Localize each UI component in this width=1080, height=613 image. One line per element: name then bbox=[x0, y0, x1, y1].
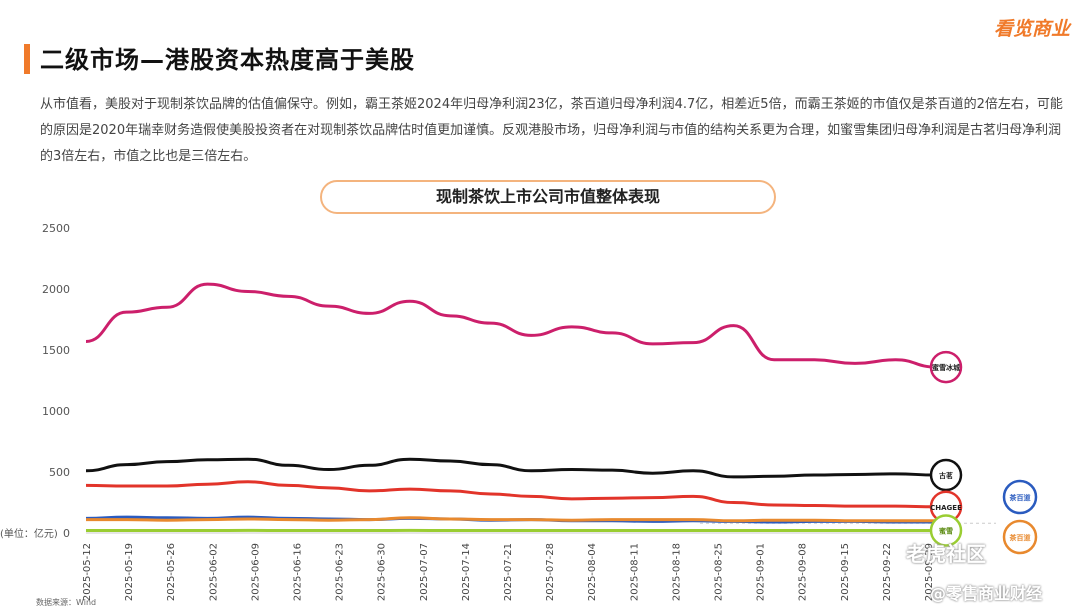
brand-logo: 看览商业 bbox=[993, 18, 1070, 40]
x-tick-label: 2025-09-15 bbox=[840, 543, 851, 601]
x-tick-label: 2025-07-14 bbox=[461, 543, 472, 601]
x-tick-label: 2025-05-12 bbox=[82, 543, 93, 601]
brand-badge bbox=[1002, 479, 1038, 515]
series-end-label: 蜜雪 bbox=[939, 527, 953, 536]
x-tick-label: 2025-08-04 bbox=[587, 543, 598, 601]
x-tick-label: 2025-05-19 bbox=[124, 543, 135, 601]
watermark-community: 老虎社区 bbox=[906, 542, 986, 566]
series-end-badge bbox=[929, 514, 963, 547]
brand-badge-label: 茶百道 bbox=[1009, 493, 1031, 502]
x-tick-label: 2025-07-21 bbox=[503, 543, 514, 601]
title-accent-bar bbox=[24, 44, 30, 74]
x-tick-label: 2025-06-23 bbox=[335, 543, 346, 601]
y-tick-label: 500 bbox=[49, 466, 70, 479]
unit-label: (单位：亿元) bbox=[0, 529, 58, 540]
x-tick-label: 2025-05-26 bbox=[166, 543, 177, 601]
x-tick-label: 2025-09-01 bbox=[756, 543, 767, 601]
series-line bbox=[85, 457, 937, 479]
x-tick-label: 2025-06-30 bbox=[377, 543, 388, 601]
x-tick-label: 2025-09-08 bbox=[798, 543, 809, 601]
y-tick-label: 2500 bbox=[42, 222, 70, 235]
y-tick-label: 1000 bbox=[42, 405, 70, 418]
page-title: 二级市场—港股资本热度高于美股 bbox=[40, 46, 415, 74]
x-tick-label: 2025-06-09 bbox=[250, 543, 261, 601]
series-end-badge bbox=[929, 458, 963, 492]
series-end-label: CHAGEE bbox=[930, 504, 962, 512]
intro-paragraph: 从市值看，美股对于现制茶饮品牌的估值偏保守。例如，霸王茶姬2024年归母净利润2… bbox=[40, 97, 1063, 164]
watermark-author: @零售商业财经 bbox=[930, 584, 1043, 603]
data-source: 数据来源：Wind bbox=[36, 598, 97, 607]
x-tick-label: 2025-07-28 bbox=[545, 543, 556, 601]
brand-badge bbox=[1002, 519, 1038, 555]
brand-badge-label: 茶百道 bbox=[1009, 533, 1031, 542]
series-line bbox=[85, 282, 937, 369]
x-tick-label: 2025-06-16 bbox=[293, 543, 304, 601]
chart-title: 现制茶饮上市公司市值整体表现 bbox=[320, 180, 776, 214]
series-line bbox=[85, 480, 937, 509]
y-tick-label: 2000 bbox=[42, 283, 70, 296]
series-end-label: 古茗 bbox=[939, 471, 953, 480]
series-line bbox=[86, 516, 936, 523]
series-end-label: 蜜雪冰城 bbox=[932, 363, 960, 372]
x-tick-label: 2025-08-11 bbox=[629, 543, 640, 601]
x-tick-label: 2025-08-25 bbox=[714, 543, 725, 601]
x-tick-label: 2025-07-07 bbox=[419, 543, 430, 601]
x-tick-label: 2025-06-02 bbox=[208, 543, 219, 601]
x-tick-label: 2025-08-18 bbox=[671, 543, 682, 601]
x-tick-label: 2025-09-29 bbox=[924, 543, 935, 601]
y-tick-label: 1500 bbox=[42, 344, 70, 357]
y-tick-label: 0 bbox=[63, 527, 70, 540]
series-end-badge bbox=[929, 350, 963, 384]
x-tick-label: 2025-09-22 bbox=[882, 543, 893, 601]
